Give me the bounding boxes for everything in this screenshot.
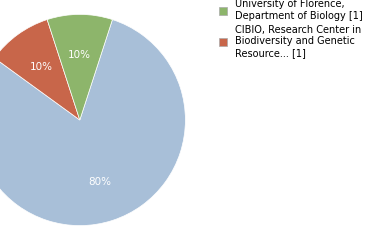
Wedge shape [47, 14, 112, 120]
Legend: Centre for Biodiversity
Genomics [8], University of Florence,
Department of Biol: Centre for Biodiversity Genomics [8], Un… [217, 0, 365, 60]
Text: 80%: 80% [89, 177, 112, 187]
Text: 10%: 10% [30, 62, 53, 72]
Wedge shape [0, 20, 80, 120]
Text: 10%: 10% [68, 49, 91, 60]
Wedge shape [0, 20, 185, 226]
